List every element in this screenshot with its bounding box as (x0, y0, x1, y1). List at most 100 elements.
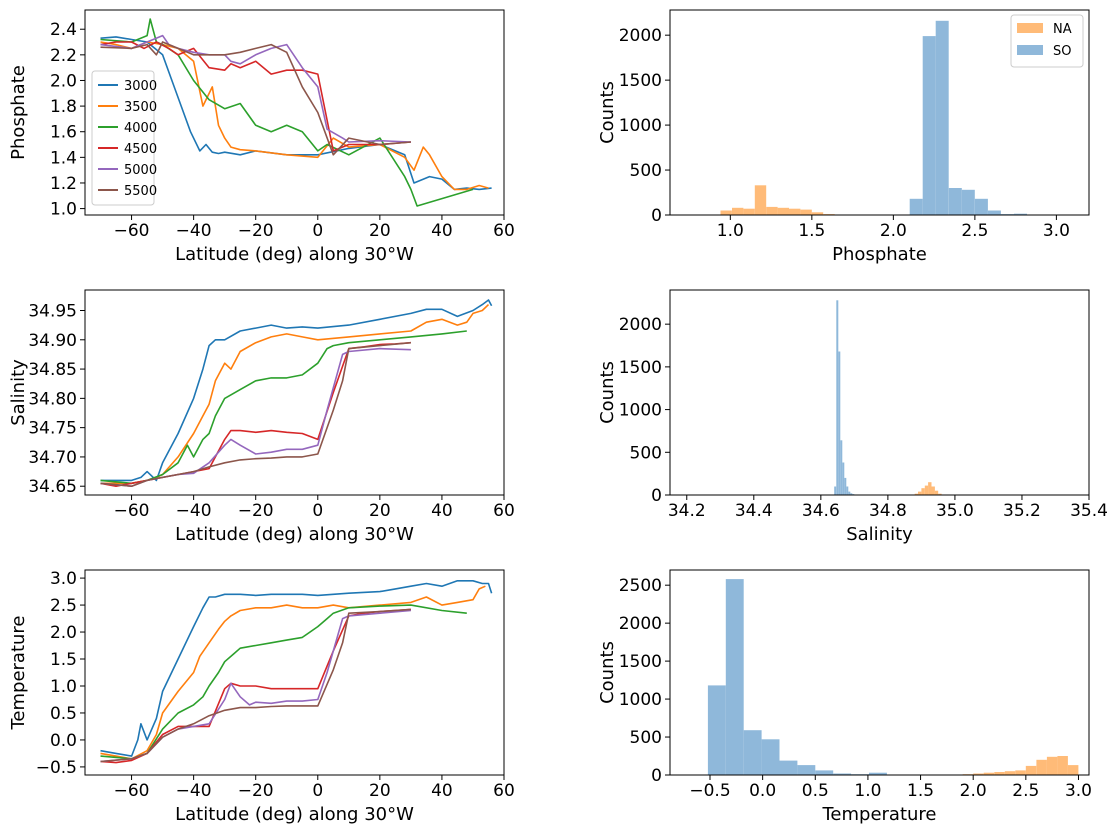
hist-bar-so (846, 486, 849, 495)
hist-bar-so (797, 765, 816, 775)
x-tick-label: 60 (493, 501, 515, 521)
hist-bar-na (1015, 770, 1026, 775)
axes-frame (84, 289, 505, 496)
y-tick-label: 3.0 (50, 569, 77, 589)
y-tick-label: 0.0 (50, 731, 77, 751)
series-line-5500 (100, 341, 411, 488)
y-tick-label: 0.5 (50, 704, 77, 724)
hist-bar-so (833, 773, 852, 775)
legend-label: 5000 (124, 163, 157, 178)
series-line-5000 (100, 34, 411, 143)
y-axis-label: Counts (597, 361, 618, 424)
legend-label: NA (1053, 22, 1072, 37)
series-line-3000 (100, 299, 493, 482)
x-axis-label: Phosphate (832, 244, 927, 265)
series-line-5500 (100, 608, 411, 763)
x-tick-label: 1.5 (907, 781, 934, 801)
series-line-3500 (100, 41, 489, 191)
hist-bar-so (948, 188, 962, 215)
x-tick-label: 40 (431, 221, 453, 241)
hist-bar-na (754, 185, 767, 215)
y-axis-label: Counts (597, 81, 618, 144)
y-tick-label: 1.0 (50, 200, 77, 220)
legend-label: 3000 (124, 79, 157, 94)
hist-bar-so (834, 486, 837, 495)
x-tick-label: −40 (176, 781, 212, 801)
y-tick-label: 500 (630, 161, 662, 181)
series-line-4000 (100, 604, 467, 760)
x-tick-label: 1.5 (798, 221, 825, 241)
x-tick-label: 3.0 (1065, 781, 1092, 801)
hist-bar-so (848, 491, 851, 495)
y-tick-label: 0 (651, 766, 662, 786)
axes-frame (669, 569, 1090, 776)
hist-bar-na (732, 207, 744, 215)
y-tick-label: 2.4 (50, 20, 77, 40)
series-line-3000 (100, 36, 492, 191)
hist-bar-na (921, 488, 925, 495)
y-tick-label: 1.0 (50, 677, 77, 697)
x-tick-label: 34.8 (869, 501, 907, 521)
hist-bar-na (931, 486, 935, 495)
hist-bar-na (983, 772, 995, 775)
legend-swatch-na (1017, 23, 1043, 33)
hist-bar-so (935, 20, 949, 215)
y-axis-label: Phosphate (8, 65, 29, 160)
y-tick-label: 2000 (619, 614, 662, 634)
y-tick-label: 1.5 (50, 650, 77, 670)
legend-label: 4000 (124, 121, 157, 136)
series-line-4000 (100, 330, 467, 485)
y-axis-label: Temperature (8, 615, 29, 730)
y-tick-label: 2.0 (50, 623, 77, 643)
panel-1: −60 −40 −20 0 20 40 60 1.0 1.2 1.4 1.6 1.8 2.0 2.2 2.4… (8, 9, 515, 265)
x-tick-label: 0.0 (749, 781, 776, 801)
hist-bar-na (928, 482, 932, 495)
panel-5: −60 −40 −20 0 20 40 60 −0.5 0.0 0.5 1.0 1.5 2.0 2.5 3.… (8, 569, 515, 825)
x-tick-label: 60 (493, 221, 515, 241)
y-tick-label: 34.70 (28, 448, 77, 468)
hist-bar-so (844, 477, 847, 495)
x-tick-label: −60 (114, 501, 150, 521)
hist-bar-na (720, 210, 732, 215)
legend-label: SO (1053, 44, 1071, 59)
x-tick-label: 34.4 (735, 501, 773, 521)
x-tick-label: 34.6 (802, 501, 840, 521)
hist-bar-na (1036, 759, 1047, 775)
x-tick-label: 35.4 (1070, 501, 1108, 521)
hist-bar-na (914, 493, 919, 495)
y-tick-label: 1.8 (50, 97, 77, 117)
x-tick-label: −40 (176, 501, 212, 521)
x-tick-label: 0 (312, 221, 323, 241)
x-tick-label: 3.0 (1043, 221, 1070, 241)
hist-bar-na (743, 208, 755, 215)
hist-bar-na (994, 772, 1005, 775)
hist-bar-na (789, 208, 801, 215)
y-axis-label: Salinity (8, 359, 29, 426)
series-line-5000 (100, 347, 411, 488)
hist-bar-na (811, 212, 824, 215)
y-axis-label: Counts (597, 641, 618, 704)
legend-box (1010, 14, 1084, 68)
series-line-4000 (100, 18, 474, 207)
hist-bar-so (815, 770, 834, 775)
x-tick-label: −60 (114, 781, 150, 801)
plot-area (720, 20, 1040, 215)
x-tick-label: 2.0 (880, 221, 907, 241)
y-tick-label: 1000 (619, 690, 662, 710)
plot-area (707, 579, 1079, 775)
hist-bar-so (974, 198, 988, 215)
hist-bar-na (1057, 756, 1068, 775)
x-tick-label: 2.5 (961, 221, 988, 241)
hist-bar-so (779, 760, 798, 775)
y-tick-label: 2.2 (50, 46, 77, 66)
axes-frame (84, 9, 505, 216)
series-line-5500 (100, 41, 411, 156)
series-line-3000 (100, 579, 493, 757)
y-tick-label: 34.85 (28, 360, 77, 380)
x-tick-label: 2.0 (960, 781, 987, 801)
plot-area (100, 18, 492, 207)
panel-3: −60 −40 −20 0 20 40 60 34.65 34.70 34.75 34.80 34.8… (8, 289, 515, 545)
plot-area (100, 299, 493, 488)
y-tick-label: 34.80 (28, 389, 77, 409)
